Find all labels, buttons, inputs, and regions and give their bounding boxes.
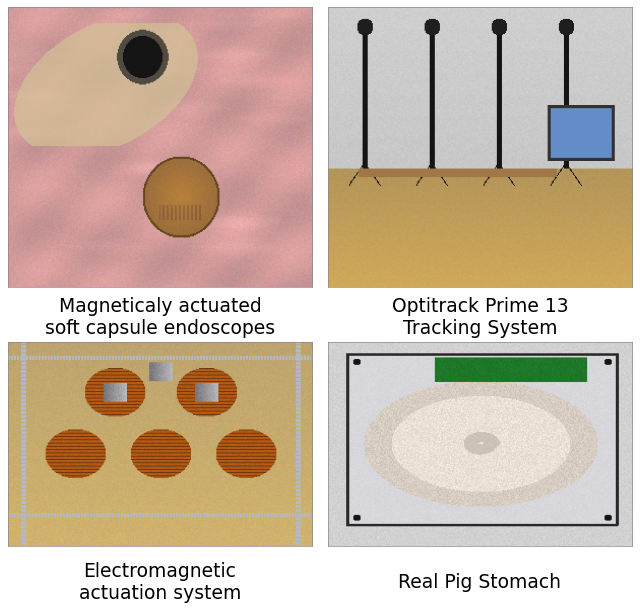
Text: Optitrack Prime 13
Tracking System: Optitrack Prime 13 Tracking System	[392, 296, 568, 338]
Text: Electromagnetic
actuation system: Electromagnetic actuation system	[79, 562, 241, 603]
Text: Magneticaly actuated
soft capsule endoscopes: Magneticaly actuated soft capsule endosc…	[45, 296, 275, 338]
Text: Real Pig Stomach: Real Pig Stomach	[399, 573, 561, 592]
